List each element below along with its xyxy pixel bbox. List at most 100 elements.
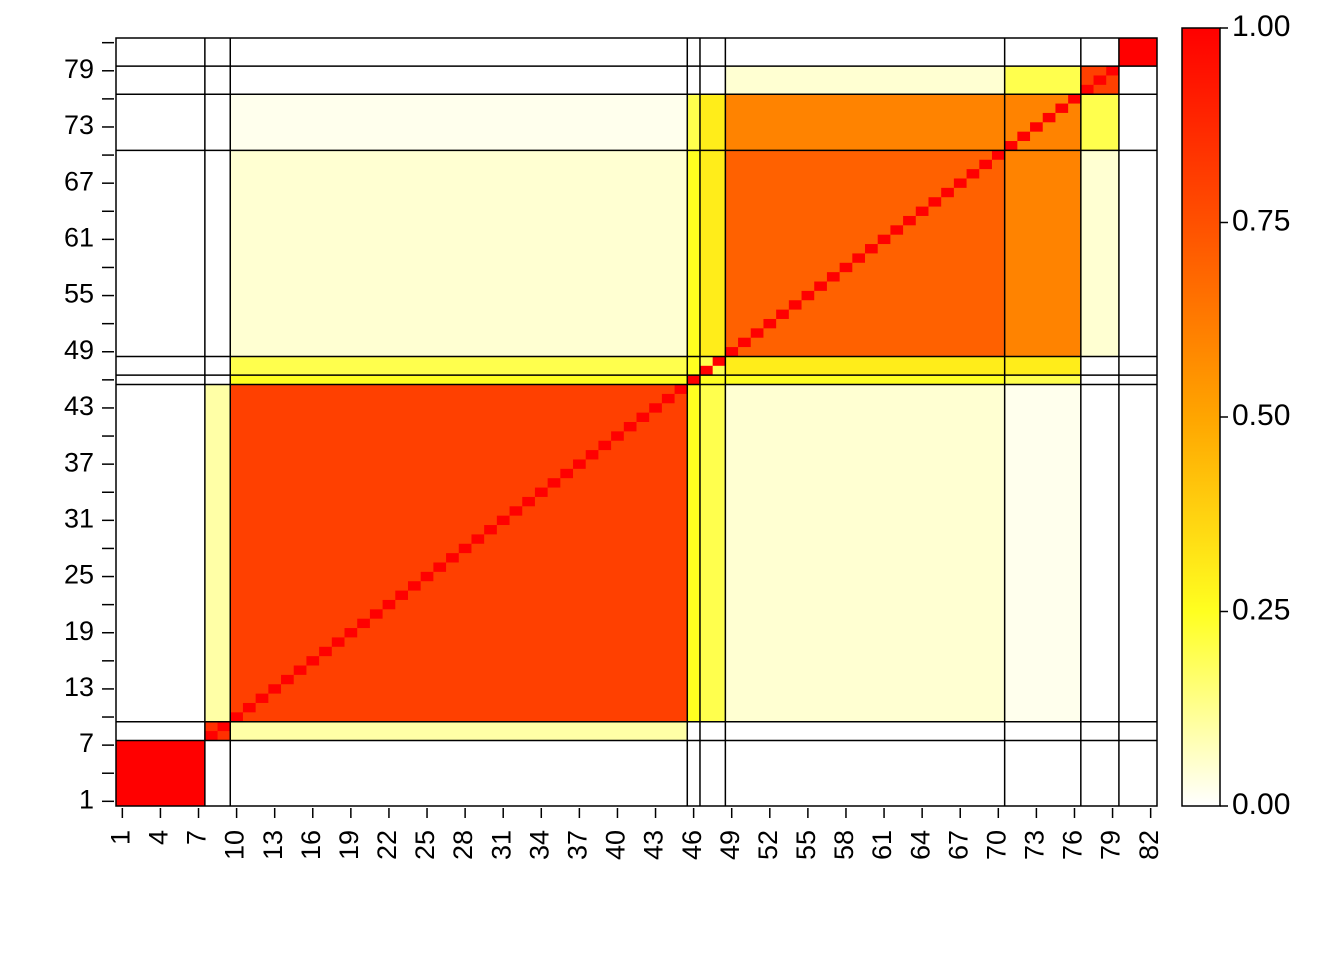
x-tick-label: 79 [1096,830,1126,860]
heat-cell [204,356,231,376]
x-tick-label: 37 [562,830,592,860]
heat-cell [230,37,688,67]
diagonal-cell [534,487,548,497]
diagonal-cell [547,478,561,488]
heat-cell [115,356,206,376]
diagonal-cell [496,515,510,526]
x-tick-label: 13 [258,830,288,860]
x-tick-label: 7 [182,830,212,845]
heat-cell [699,37,726,67]
heat-cell [1080,37,1120,67]
x-tick-label: 73 [1020,830,1050,860]
diagonal-cell [1118,56,1132,67]
heat-cell [204,740,231,807]
heat-cell [687,721,701,741]
heat-cell [1004,356,1082,376]
colorbar-tick-label: 0.00 [1232,788,1290,821]
diagonal-cell [699,365,713,376]
diagonal-cell [522,496,535,507]
diagonal-cell [268,684,282,694]
heat-cell [725,356,1005,376]
heat-cell [1080,93,1120,151]
diagonal-cell [1068,94,1081,104]
y-tick-label: 37 [64,447,94,477]
heat-cell [230,356,688,376]
heat-cell [1004,384,1082,722]
diagonal-cell [801,290,815,301]
heat-cell [204,37,231,67]
x-tick-label: 64 [905,830,935,860]
colorbar [1181,27,1221,807]
x-tick-label: 4 [144,830,174,845]
diagonal-cell [776,309,789,319]
heat-cell [204,150,231,357]
heat-cell [1004,721,1082,741]
heat-cell [1004,374,1082,385]
diagonal-cell [979,159,992,170]
diagonal-cell [611,431,624,441]
heat-cell [725,721,1005,741]
heat-cell [1118,740,1158,807]
heat-cell [115,93,206,151]
heat-cell [699,65,726,95]
heat-cell [725,384,1005,722]
diagonal-cell [1017,131,1031,142]
y-tick-label: 73 [64,110,94,140]
heat-cell [687,150,701,357]
diagonal-cell [725,347,739,357]
x-tick-label: 1 [105,830,135,845]
x-tick-label: 52 [753,830,783,860]
heat-cell [699,93,726,151]
y-tick-label: 31 [64,503,94,533]
diagonal-cell [255,693,269,703]
x-tick-label: 10 [220,830,250,860]
diagonal-cell [230,712,243,722]
heat-cell [230,740,688,807]
heat-cell [687,93,701,151]
diagonal-cell [357,618,370,629]
y-tick-label: 1 [79,784,94,814]
x-tick-label: 34 [524,830,554,860]
diagonal-cell [166,759,180,769]
heat-cell [115,384,206,722]
diagonal-cell [509,506,523,516]
heat-cell [1118,65,1158,95]
diagonal-cell [712,356,726,366]
heat-cell [1080,150,1120,357]
diagonal-cell [369,609,383,619]
colorbar-tick-label: 0.50 [1232,399,1290,432]
heat-cell [725,37,1005,67]
diagonal-cell [331,637,345,647]
diagonal-cell [420,571,434,582]
x-tick-label: 70 [981,830,1011,860]
heat-cell [230,150,688,357]
diagonal-cell [788,300,802,310]
diagonal-cell [750,328,764,338]
heat-cell [115,721,206,741]
diagonal-cell [128,787,142,797]
heat-cell [699,740,726,807]
y-tick-label: 55 [64,279,94,309]
diagonal-cell [877,234,891,245]
diagonal-cell [154,768,167,778]
heat-cell [1004,37,1082,67]
heat-cell [1118,150,1158,357]
diagonal-cell [661,393,675,404]
heat-cell [725,374,1005,385]
heat-cell [230,93,688,151]
diagonal-cell [344,628,358,638]
heat-cell [687,384,701,722]
heat-cell [1118,384,1158,722]
x-tick-label: 61 [867,830,897,860]
diagonal-cell [484,525,497,535]
diagonal-cell [623,422,637,432]
x-tick-label: 67 [943,830,973,860]
heat-cell [204,384,231,722]
y-tick-label: 43 [64,391,94,421]
diagonal-cell [991,150,1005,160]
heat-cell [1118,356,1158,376]
diagonal-cell [293,665,307,675]
diagonal-cell [852,253,866,263]
heat-cell [1118,93,1158,151]
